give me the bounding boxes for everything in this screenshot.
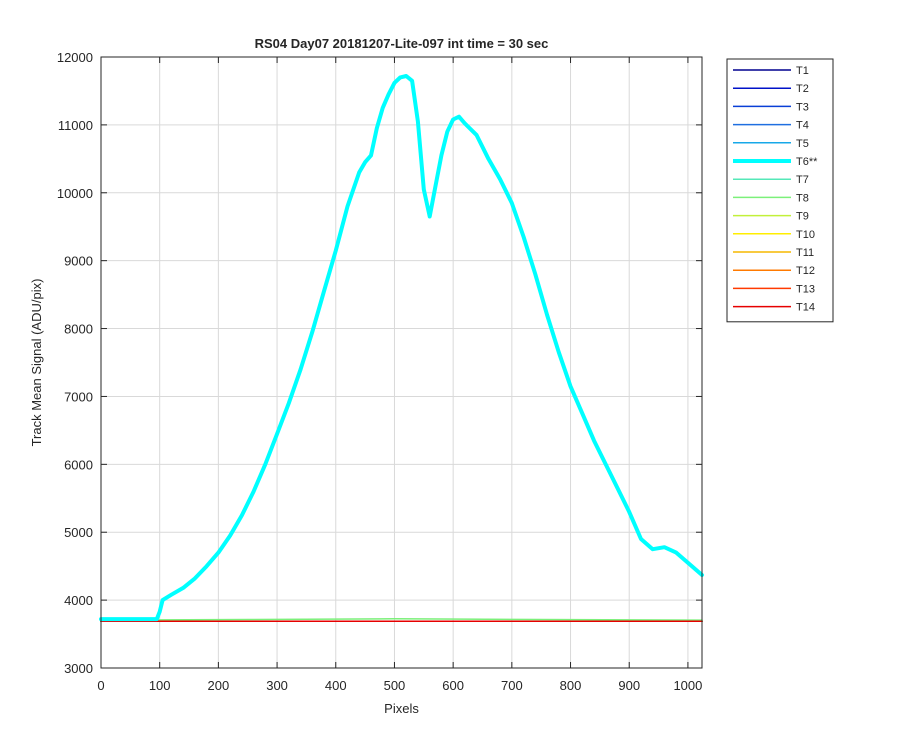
y-axis-label: Track Mean Signal (ADU/pix) xyxy=(29,279,44,447)
legend-entry: T10 xyxy=(796,229,815,241)
x-tick-label: 200 xyxy=(208,678,230,693)
legend-entry: T1 xyxy=(796,65,809,77)
plot-area xyxy=(101,57,702,668)
legend-box xyxy=(726,58,834,323)
legend-entry: T5 xyxy=(796,138,809,150)
legend-entry: T13 xyxy=(796,283,815,295)
x-tick-label: 0 xyxy=(97,678,104,693)
x-tick-label: 600 xyxy=(442,678,464,693)
x-tick-label: 800 xyxy=(560,678,582,693)
x-tick-label: 900 xyxy=(618,678,640,693)
y-tick-label: 8000 xyxy=(64,322,93,337)
series-line-t6 xyxy=(99,74,704,622)
y-tick-label: 5000 xyxy=(64,525,93,540)
x-tick-label: 400 xyxy=(325,678,347,693)
y-tick-label: 12000 xyxy=(57,50,93,65)
legend-entry: T11 xyxy=(796,247,814,259)
legend-entry: T9 xyxy=(796,211,809,223)
legend-entry: T4 xyxy=(796,120,809,132)
legend-entry: T3 xyxy=(796,101,809,113)
plot-frame xyxy=(100,56,703,669)
y-tick-label: 6000 xyxy=(64,457,93,472)
tick-layer: 0 100 200 300 400 500 600 700 800 900 1000 3000 4000… xyxy=(57,50,703,693)
y-tick-label: 3000 xyxy=(64,661,93,676)
legend-entry: T7 xyxy=(796,174,809,186)
legend-entry: T6** xyxy=(796,156,818,168)
legend-entry: T14 xyxy=(796,302,815,314)
x-axis-label: Pixels xyxy=(384,701,419,716)
x-tick-label: 500 xyxy=(384,678,406,693)
legend-entry: T2 xyxy=(796,83,809,95)
legend-entry: T12 xyxy=(796,265,815,277)
y-tick-label: 4000 xyxy=(64,593,93,608)
series-layer xyxy=(99,74,704,622)
chart-title: RS04 Day07 20181207-Lite-097 int time = … xyxy=(255,36,549,51)
y-tick-label: 7000 xyxy=(64,389,93,404)
legend: T1 T2 T3 T4 T5 T6** T7 T8 T9 T10 T11 T12 T13 T14 xyxy=(726,58,834,323)
x-tick-label: 300 xyxy=(266,678,288,693)
grid-layer xyxy=(100,56,702,669)
x-tick-label: 700 xyxy=(501,678,523,693)
legend-entry: T8 xyxy=(796,192,809,204)
y-tick-label: 10000 xyxy=(57,186,93,201)
x-tick-label: 1000 xyxy=(673,678,702,693)
y-tick-label: 9000 xyxy=(64,254,93,269)
y-tick-label: 11000 xyxy=(58,118,93,133)
series-line-t8 xyxy=(100,618,703,621)
x-tick-label: 100 xyxy=(149,678,171,693)
